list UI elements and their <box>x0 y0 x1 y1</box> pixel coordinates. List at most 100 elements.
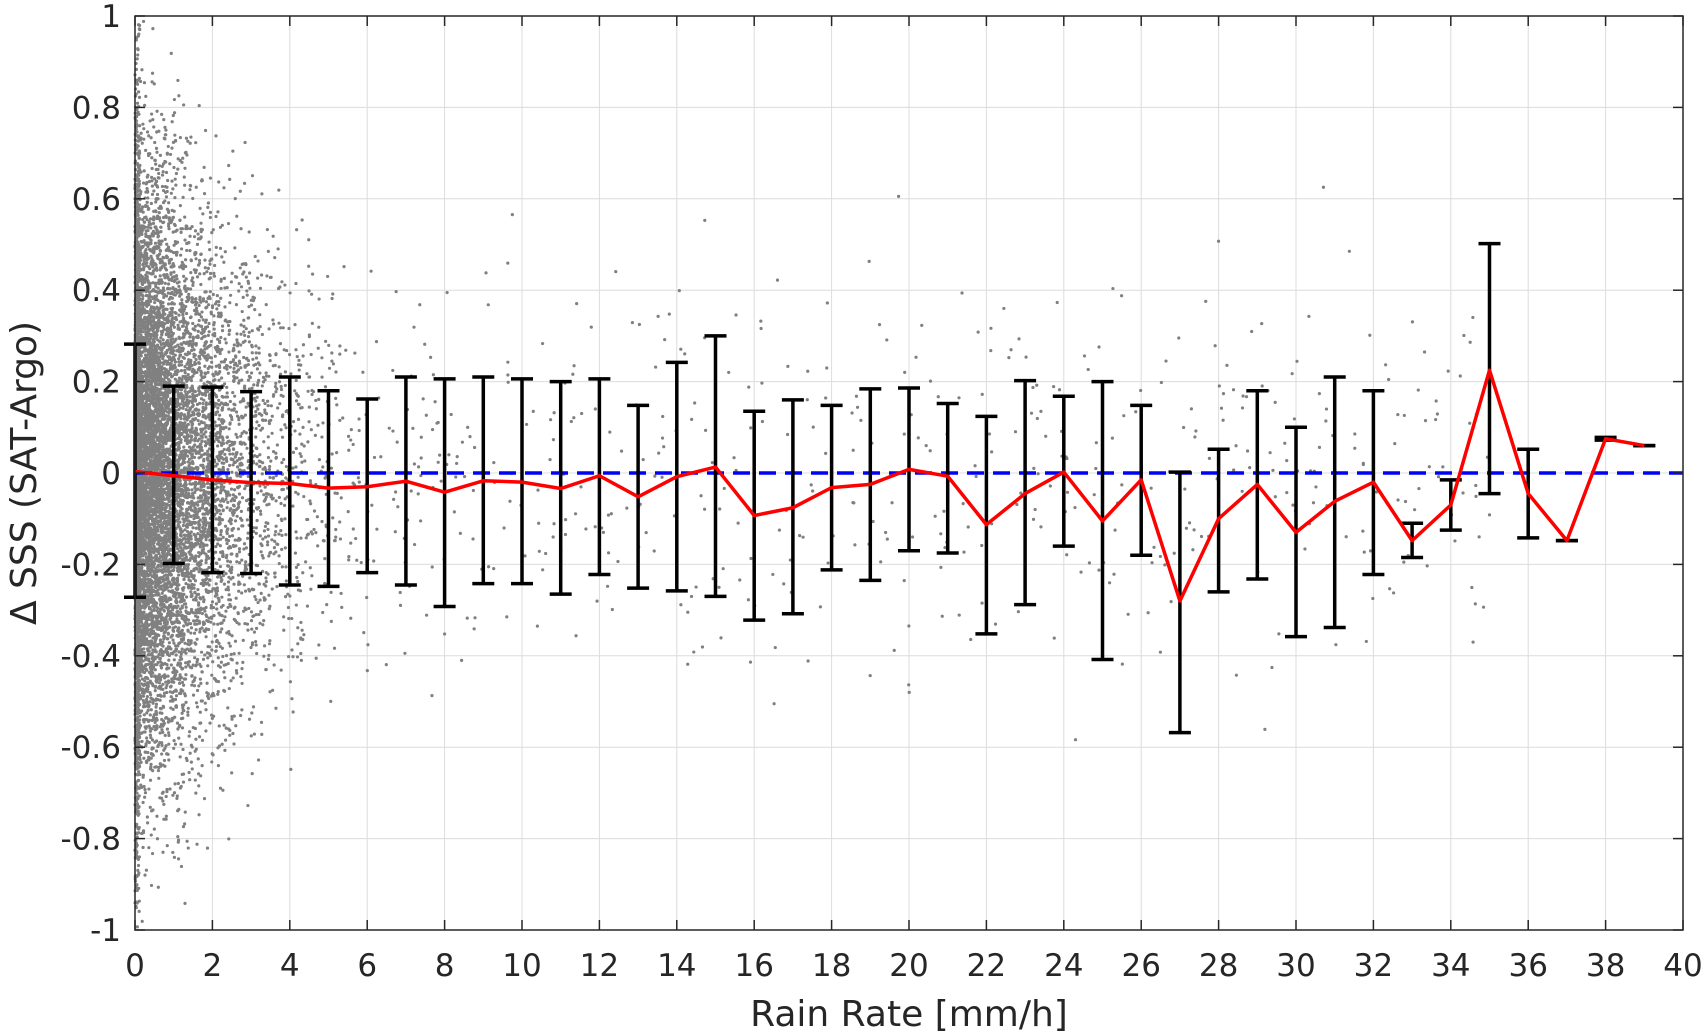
scatter-point <box>242 324 246 328</box>
scatter-point <box>258 534 262 538</box>
scatter-point <box>173 196 177 200</box>
scatter-point <box>154 702 159 706</box>
scatter-point <box>236 527 241 531</box>
scatter-point <box>163 133 167 137</box>
scatter-point <box>262 440 266 444</box>
scatter-point <box>283 370 288 374</box>
scatter-point <box>144 232 148 236</box>
scatter-point <box>268 690 272 694</box>
scatter-point <box>288 291 292 295</box>
scatter-point <box>178 135 183 140</box>
scatter-point <box>198 677 203 681</box>
scatter-point <box>164 680 168 684</box>
scatter-point <box>184 665 188 669</box>
scatter-point <box>245 622 250 626</box>
scatter-point <box>163 237 167 241</box>
scatter-point <box>172 855 177 859</box>
scatter-point <box>202 398 206 402</box>
scatter-point <box>278 342 283 346</box>
scatter-point <box>197 564 201 568</box>
scatter-point <box>203 512 207 516</box>
scatter-point <box>207 583 211 587</box>
scatter-point <box>227 837 231 841</box>
scatter-point <box>284 476 288 480</box>
scatter-point <box>207 627 211 632</box>
scatter-point <box>172 746 176 750</box>
scatter-point <box>158 711 162 715</box>
scatter-point <box>320 356 324 360</box>
scatter-point <box>240 378 244 382</box>
scatter-point <box>226 221 231 226</box>
scatter-point <box>178 673 182 677</box>
scatter-point <box>194 465 198 470</box>
scatter-point <box>177 357 181 361</box>
scatter-point <box>193 324 197 328</box>
scatter-point <box>255 420 259 424</box>
scatter-point <box>264 492 269 496</box>
scatter-point <box>206 333 210 338</box>
scatter-point <box>235 435 239 439</box>
scatter-point <box>215 607 219 611</box>
scatter-point <box>153 689 157 693</box>
scatter-point <box>243 487 247 491</box>
scatter-point <box>294 530 298 534</box>
scatter-point <box>312 509 317 513</box>
scatter-point <box>215 424 219 428</box>
scatter-point <box>304 560 308 564</box>
scatter-point <box>200 611 204 616</box>
scatter-point <box>280 518 284 523</box>
scatter-point <box>207 549 211 553</box>
scatter-point <box>379 455 383 459</box>
scatter-point <box>147 658 151 663</box>
scatter-point <box>148 217 153 221</box>
scatter-point <box>276 513 280 518</box>
scatter-point <box>204 435 208 439</box>
scatter-point <box>179 253 183 257</box>
scatter-point <box>149 112 154 116</box>
scatter-point <box>206 205 210 210</box>
scatter-point <box>247 230 251 234</box>
scatter-point <box>233 519 238 523</box>
scatter-point <box>178 681 182 685</box>
scatter-point <box>142 756 146 760</box>
scatter-point <box>291 504 295 508</box>
scatter-point <box>179 742 183 746</box>
scatter-point <box>211 379 216 383</box>
scatter-point <box>192 517 196 521</box>
scatter-point <box>272 552 276 556</box>
scatter-point <box>243 333 247 337</box>
scatter-point <box>180 772 184 777</box>
scatter-point <box>169 719 173 723</box>
scatter-point <box>231 731 235 736</box>
scatter-point <box>185 839 189 843</box>
scatter-point <box>257 328 261 332</box>
scatter-point <box>247 305 251 309</box>
scatter-point <box>264 576 268 580</box>
scatter-point <box>207 240 211 244</box>
scatter-point <box>252 498 256 502</box>
scatter-point <box>249 371 254 375</box>
scatter-point <box>255 383 260 387</box>
scatter-point <box>207 524 212 529</box>
scatter-point <box>329 466 333 470</box>
scatter-point <box>298 432 302 436</box>
scatter-point <box>242 609 246 613</box>
scatter-point <box>202 165 206 169</box>
scatter-point <box>329 699 333 703</box>
scatter-point <box>308 566 312 570</box>
scatter-point <box>256 758 261 762</box>
scatter-point <box>177 650 181 654</box>
scatter-point <box>250 329 254 333</box>
scatter-point <box>301 425 305 429</box>
scatter-point <box>217 398 221 402</box>
scatter-point <box>247 330 251 334</box>
scatter-point <box>215 293 219 298</box>
scatter-point <box>254 531 258 535</box>
scatter-point <box>193 443 197 447</box>
scatter-point <box>196 772 201 776</box>
scatter-point <box>301 354 305 358</box>
scatter-point <box>317 643 321 647</box>
scatter-point <box>164 814 168 818</box>
scatter-point <box>265 503 269 507</box>
scatter-point <box>217 180 221 184</box>
